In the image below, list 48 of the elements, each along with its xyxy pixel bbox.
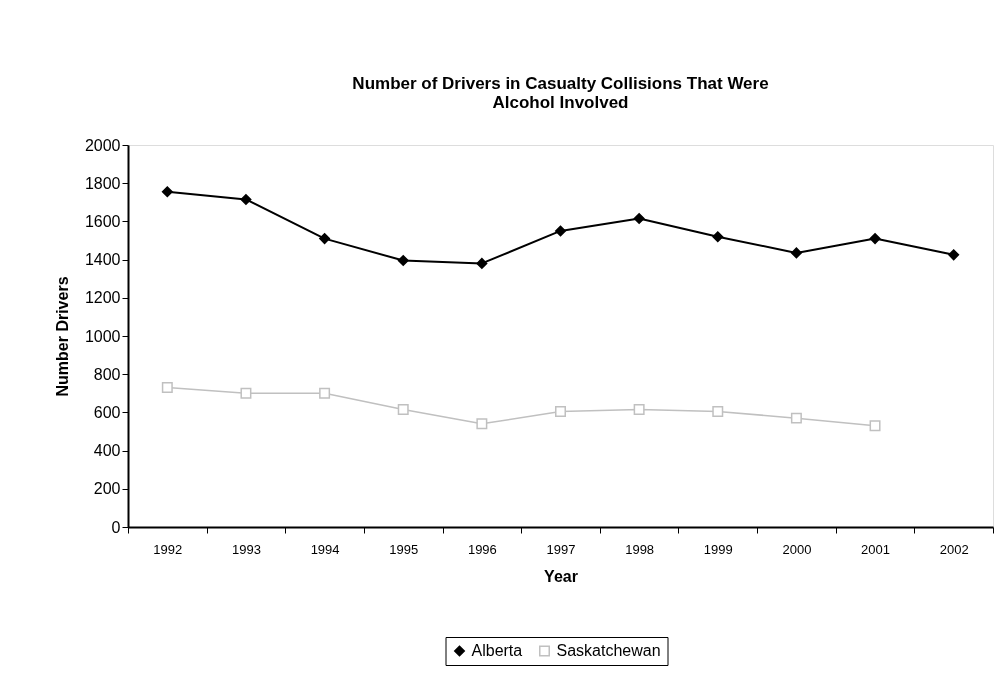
point [869,420,881,432]
point [790,247,802,259]
point [633,213,645,225]
x-tick-label: 2000 [782,541,812,557]
point [555,225,566,237]
point [869,233,881,245]
y-tick-label: 1200 [84,289,121,307]
x-tick-label: 1997 [546,541,576,557]
y-tick-label: 1400 [84,251,121,269]
x-axis-title: Year [544,567,578,585]
x-tick-label: 1994 [310,541,340,557]
y-tick-label: 200 [93,480,121,498]
x-tick-label: 1992 [153,541,183,557]
point [948,249,960,261]
x-tick-label: 1996 [467,541,497,557]
chart-title: Number of Drivers in Casualty Collisions That Were Alcohol Involved [352,74,769,112]
point [240,193,252,205]
point [476,257,488,269]
y-tick-label: 1000 [84,327,121,345]
x-tick-label: 2002 [939,541,969,557]
point [712,405,724,417]
x-tick-label: 1993 [231,541,261,557]
x-tick-label: 2001 [861,541,891,557]
x-tick-label: 1995 [389,541,419,557]
point [476,418,488,430]
point [397,255,409,267]
y-tick-label: 0 [111,518,121,536]
point [319,387,331,399]
legend-label: Saskatchewan [556,642,661,659]
y-tick-label: 2000 [84,136,121,154]
y-tick-label: 1600 [84,212,121,230]
point [555,405,566,417]
point [712,231,724,243]
y-tick-label: 400 [93,442,121,460]
x-tick-label: 1998 [625,541,655,557]
x-tick-label: 1999 [703,541,733,557]
point [319,233,331,245]
y-tick-label: 600 [93,403,121,421]
point [633,404,645,416]
point [161,382,173,394]
point [397,404,409,416]
y-axis-title: Number Drivers [53,276,71,397]
y-tick-label: 800 [93,365,121,383]
y-tick-label: 1800 [84,174,121,192]
point [161,186,173,198]
legend-label: Alberta [471,642,523,659]
point [240,387,252,399]
point [790,412,802,424]
